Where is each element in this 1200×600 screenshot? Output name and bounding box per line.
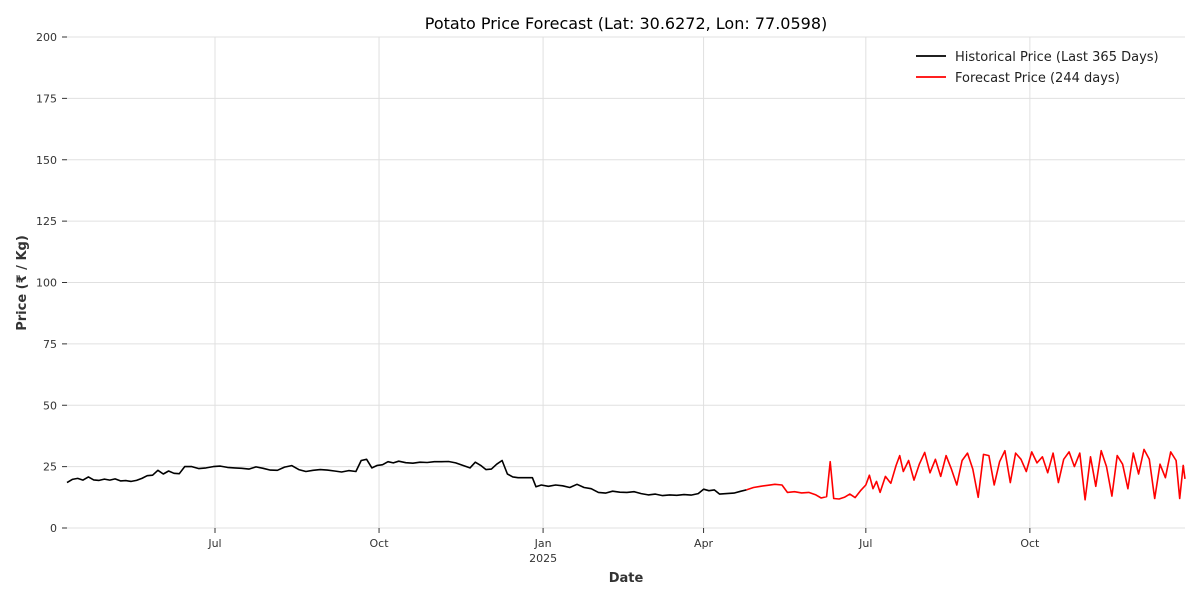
x-tick-sublabel: 2025: [529, 552, 557, 565]
series-layer: [66, 448, 1186, 501]
x-tick-label: Oct: [1020, 537, 1040, 550]
historical-price-line: [66, 458, 747, 497]
x-tick-label: Apr: [694, 537, 714, 550]
y-tick-label: 125: [36, 215, 57, 228]
chart-title: Potato Price Forecast (Lat: 30.6272, Lon…: [425, 14, 828, 33]
x-axis-label: Date: [609, 571, 644, 586]
x-tick-label: Oct: [370, 537, 390, 550]
y-tick-label: 100: [36, 277, 57, 290]
y-tick-label: 50: [43, 399, 57, 412]
y-tick-label: 0: [50, 522, 57, 535]
grid-layer: [67, 36, 1185, 529]
legend-label-historical: Historical Price (Last 365 Days): [955, 50, 1159, 65]
y-tick-label: 200: [36, 31, 57, 44]
y-tick-label: 175: [36, 92, 57, 105]
x-tick-label: Jan: [534, 537, 552, 550]
axis-layer: 0 25 50 75 100 125 150 175 200 Jul Oct Jan 2025 Apr Ju…: [36, 31, 1040, 565]
y-tick-label: 25: [43, 461, 57, 474]
x-tick-label: Jul: [207, 537, 221, 550]
legend-label-forecast: Forecast Price (244 days): [955, 71, 1120, 86]
y-tick-label: 150: [36, 154, 57, 167]
legend: Historical Price (Last 365 Days) Forecas…: [916, 50, 1159, 86]
forecast-price-line: [746, 448, 1186, 501]
y-tick-label: 75: [43, 338, 57, 351]
y-axis-label: Price (₹ / Kg): [15, 235, 30, 331]
x-tick-label: Jul: [858, 537, 872, 550]
